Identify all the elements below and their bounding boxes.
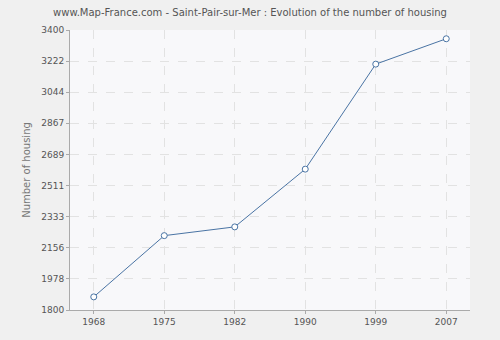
svg-text:1968: 1968 [82,317,105,327]
svg-text:3222: 3222 [41,56,64,66]
svg-text:3400: 3400 [41,25,64,35]
svg-text:1990: 1990 [294,317,317,327]
svg-text:1978: 1978 [41,274,64,284]
svg-text:www.Map-France.com - Saint-Pai: www.Map-France.com - Saint-Pair-sur-Mer … [53,7,447,18]
svg-text:1982: 1982 [223,317,246,327]
svg-text:1975: 1975 [153,317,176,327]
svg-text:2867: 2867 [41,118,64,128]
svg-text:2007: 2007 [435,317,458,327]
svg-text:2689: 2689 [41,150,64,160]
svg-text:1800: 1800 [41,305,64,315]
svg-text:2156: 2156 [41,243,64,253]
svg-text:3044: 3044 [41,87,64,97]
svg-text:2333: 2333 [41,212,64,222]
svg-text:1999: 1999 [364,317,387,327]
svg-text:Number of housing: Number of housing [21,122,32,218]
svg-text:2511: 2511 [41,181,64,191]
